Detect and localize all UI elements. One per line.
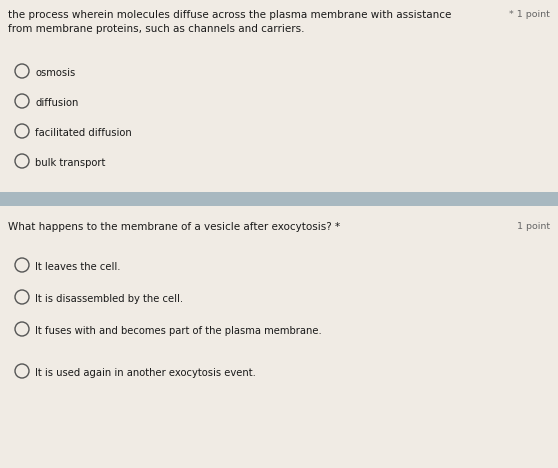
Text: 1 point: 1 point: [517, 222, 550, 231]
Text: * 1 point: * 1 point: [509, 10, 550, 19]
Text: It fuses with and becomes part of the plasma membrane.: It fuses with and becomes part of the pl…: [35, 326, 322, 336]
Bar: [0, 192, 558, 206]
Text: the process wherein molecules diffuse across the plasma membrane with assistance: the process wherein molecules diffuse ac…: [8, 10, 451, 20]
Text: from membrane proteins, such as channels and carriers.: from membrane proteins, such as channels…: [8, 24, 305, 34]
Text: It leaves the cell.: It leaves the cell.: [35, 262, 121, 272]
Text: diffusion: diffusion: [35, 98, 78, 108]
Text: facilitated diffusion: facilitated diffusion: [35, 128, 132, 138]
Text: What happens to the membrane of a vesicle after exocytosis? *: What happens to the membrane of a vesicl…: [8, 222, 340, 232]
Text: osmosis: osmosis: [35, 68, 75, 78]
Text: It is disassembled by the cell.: It is disassembled by the cell.: [35, 294, 183, 304]
Text: It is used again in another exocytosis event.: It is used again in another exocytosis e…: [35, 368, 256, 378]
Text: bulk transport: bulk transport: [35, 158, 105, 168]
